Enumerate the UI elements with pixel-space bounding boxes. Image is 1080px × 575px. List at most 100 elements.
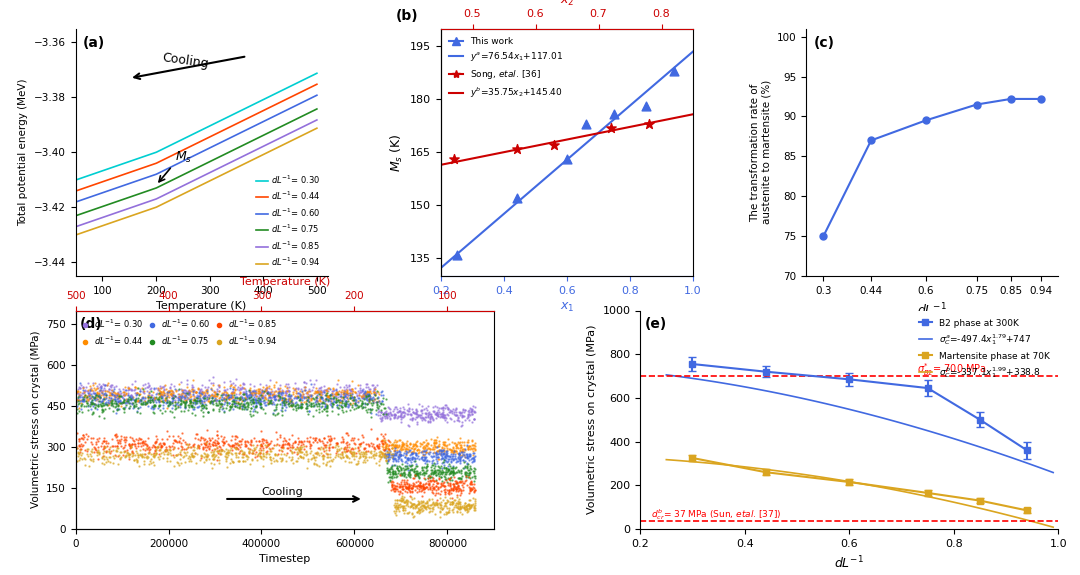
Point (270, 384, 287, 393)
Point (427, 476, 444, 485)
Point (118, 396, 135, 405)
Point (361, 394, 378, 404)
Point (400, 447, 417, 457)
Point (397, 447, 415, 456)
Point (403, 405, 420, 414)
Text: (b): (b) (395, 9, 418, 23)
Point (437, 477, 455, 486)
Point (203, 398, 220, 408)
Point (325, 395, 342, 404)
Point (448, 507, 465, 516)
Point (222, 381, 240, 390)
Point (637, 102, 654, 111)
Point (376, 449, 393, 458)
Point (303, 393, 321, 402)
Point (350, 443, 367, 452)
Point (228, 432, 245, 441)
Point (459, 471, 476, 480)
Point (131, 395, 148, 404)
Point (85, 447, 103, 457)
Point (71, 384, 89, 393)
Point (157, 446, 174, 455)
Point (208, 446, 226, 455)
Point (336, 388, 353, 397)
Point (308, 388, 325, 397)
Point (90, 400, 107, 409)
Point (140, 393, 158, 402)
Point (378, 439, 395, 448)
Point (261, 392, 279, 401)
Point (193, 400, 211, 409)
Point (401, 404, 418, 413)
Point (230, 457, 247, 466)
Point (193, 388, 211, 397)
Point (424, 498, 442, 507)
Point (323, 390, 340, 400)
Point (283, 397, 300, 407)
Point (136, 400, 153, 409)
Point (141, 397, 159, 407)
Point (389, 456, 406, 465)
Point (353, 439, 370, 448)
Point (180, 388, 198, 397)
Point (306, 401, 323, 411)
Point (338, 385, 355, 394)
Point (92, 382, 109, 391)
Point (139, 434, 157, 443)
Point (453, 440, 470, 449)
Point (301, 441, 319, 450)
Point (210, 390, 227, 399)
Point (133, 452, 150, 461)
Point (152, 442, 170, 451)
X-axis label: Timestep: Timestep (259, 554, 310, 564)
Point (378, 412, 395, 421)
Point (458, 463, 475, 473)
Point (119, 447, 136, 457)
Point (441, 487, 458, 496)
Point (134, 393, 151, 402)
Point (254, 392, 271, 401)
Point (70, 450, 87, 459)
Point (154, 382, 172, 391)
Point (459, 412, 476, 421)
Point (131, 396, 148, 405)
Point (305, 438, 322, 447)
Point (298, 388, 315, 397)
Point (265, 397, 282, 406)
Point (393, 482, 410, 492)
Point (257, 380, 274, 389)
Point (119, 394, 136, 403)
Point (395, 470, 413, 480)
Point (456, 463, 473, 473)
Point (300, 392, 318, 401)
Point (221, 377, 239, 386)
Point (453, 467, 470, 476)
Point (379, 456, 396, 465)
Point (446, 476, 463, 485)
Point (161, 383, 178, 392)
Point (276, 391, 294, 400)
Point (405, 503, 422, 512)
Point (203, 389, 220, 398)
Point (264, 393, 281, 402)
Point (141, 454, 159, 463)
Point (386, 499, 403, 508)
Point (75, 388, 92, 397)
Point (71, 384, 89, 393)
Point (233, 393, 251, 402)
Point (437, 449, 455, 458)
Point (403, 449, 420, 458)
Point (256, 386, 273, 396)
Point (328, 388, 346, 397)
Point (421, 476, 438, 485)
Point (296, 392, 313, 401)
Point (415, 484, 432, 493)
Point (114, 397, 132, 407)
Point (464, 446, 482, 455)
Point (281, 386, 298, 396)
Point (318, 385, 335, 394)
Point (326, 453, 343, 462)
Point (377, 440, 394, 450)
Point (416, 444, 433, 453)
Point (381, 447, 399, 456)
